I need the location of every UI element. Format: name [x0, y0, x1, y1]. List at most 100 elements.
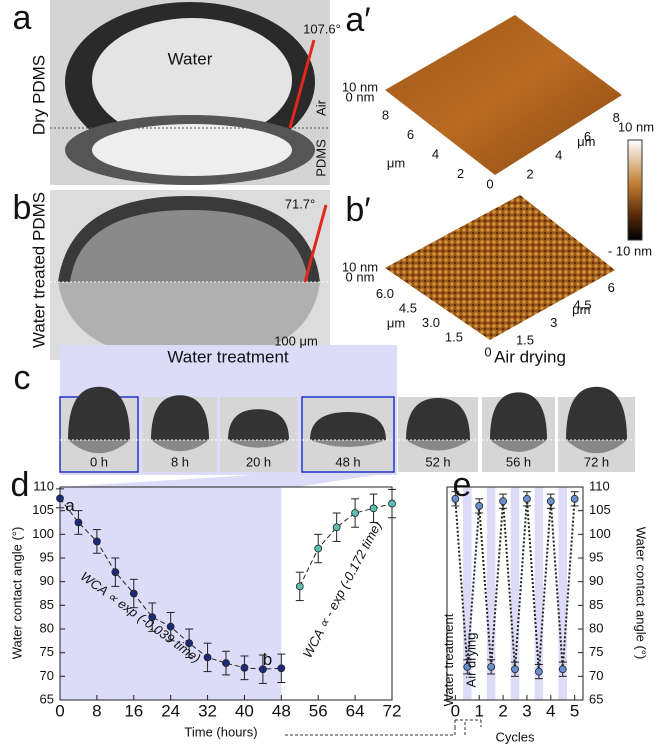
point	[92, 537, 101, 546]
droplet	[490, 392, 547, 440]
x-tick-label: 32	[198, 701, 217, 720]
point	[166, 622, 175, 631]
y-tick-label: 105	[32, 502, 54, 517]
x-tick-label: 1	[474, 701, 483, 720]
droplet	[406, 398, 470, 440]
point	[185, 639, 194, 648]
time-label: 48 h	[335, 454, 360, 469]
point	[475, 502, 484, 510]
treatment-shading	[462, 487, 472, 700]
fit-annotation: WCA ∝ - exp (-0.172 time)	[300, 519, 385, 661]
axis-unit: μm	[387, 315, 405, 330]
droplet	[310, 412, 386, 440]
point	[351, 509, 360, 517]
y-tick-label: 85	[589, 597, 603, 612]
point	[74, 518, 83, 527]
droplet-reflection	[566, 440, 627, 454]
afm-surface-a	[385, 15, 622, 175]
point	[258, 665, 267, 674]
point	[558, 665, 567, 674]
z-label: 0 nm	[346, 89, 375, 104]
y-tick-label: 75	[589, 644, 603, 659]
x-tick-label: 0	[451, 701, 460, 720]
y-tick-label: 100	[589, 526, 611, 541]
connector-line	[285, 719, 482, 736]
y-tick-label: 90	[40, 573, 54, 588]
point	[240, 663, 249, 672]
x-axis-label: Cycles	[495, 729, 535, 744]
x-tick-label: 4	[546, 701, 555, 720]
y-tick-label: 110	[33, 478, 54, 493]
label: Water treatment	[167, 347, 289, 366]
y-tick-label: 70	[589, 668, 603, 683]
panel-label: b	[13, 189, 32, 227]
time-label: 56 h	[506, 454, 531, 469]
plot-frame	[59, 486, 393, 701]
droplet	[151, 395, 209, 440]
point	[203, 653, 212, 662]
point	[511, 665, 519, 674]
time-label: 52 h	[425, 454, 450, 469]
x-tick-label: 16	[124, 701, 143, 720]
panel-label: d	[11, 466, 30, 504]
annotation: Water treatment	[441, 613, 456, 706]
droplet	[228, 409, 289, 440]
point	[314, 544, 323, 553]
afm-surface-b	[385, 195, 615, 340]
axis-tick-label: 3.0	[422, 315, 440, 330]
droplet-reflection	[490, 440, 547, 452]
droplet	[566, 386, 627, 440]
x-tick-label: 3	[522, 701, 531, 720]
panel-label: e	[453, 466, 472, 504]
point	[499, 497, 507, 506]
y-tick-label: 105	[589, 502, 611, 517]
point	[222, 659, 230, 667]
x-tick-label: 56	[309, 701, 328, 720]
label: Air	[313, 99, 328, 116]
point	[534, 667, 543, 676]
panel-label: a	[13, 0, 32, 37]
angle-label: 107.6°	[303, 21, 341, 36]
z-label: 10 nm	[342, 79, 378, 94]
axis-tick-label: 4	[555, 148, 562, 163]
x-tick-label: 64	[346, 701, 365, 720]
angle-label: 71.7°	[285, 196, 316, 211]
axis-tick-label: 1.5	[445, 329, 463, 344]
colorbar-label: - 10 nm	[608, 243, 652, 258]
y-tick-label: 85	[40, 597, 54, 612]
z-label: 0 nm	[346, 269, 375, 284]
axis-tick-label: 2	[526, 166, 533, 181]
y-tick-label: 65	[589, 691, 603, 706]
y-tick-label: 90	[589, 573, 603, 588]
point	[332, 523, 341, 532]
point	[451, 494, 460, 503]
point	[523, 494, 531, 503]
y-tick-label: 110	[589, 478, 610, 493]
time-label: 8 h	[171, 454, 189, 469]
point	[148, 613, 157, 622]
point	[388, 499, 396, 508]
panel-label: a′	[345, 1, 370, 39]
axis-tick-label: 1.5	[516, 332, 534, 347]
time-label: 20 h	[246, 454, 271, 469]
y-tick-label: 95	[40, 549, 54, 564]
droplet-reflection	[406, 440, 470, 451]
y-tick-label: 80	[40, 620, 54, 635]
axis-tick-label: 0	[484, 344, 491, 359]
x-axis-label: Time (hours)	[184, 724, 257, 739]
axis-tick-label: 0	[486, 176, 493, 191]
panel-label: c	[14, 359, 31, 397]
axis-unit: μm	[572, 302, 590, 317]
axis-tick-label: 6	[407, 127, 414, 142]
point	[487, 662, 496, 671]
connector	[60, 472, 394, 487]
annotation: Air drying	[464, 633, 479, 688]
sample-label: Water treated PDMS	[29, 192, 48, 348]
annotation: a	[65, 496, 75, 515]
time-label: 72 h	[584, 454, 609, 469]
scale-bar-label: 100 μm	[274, 333, 318, 348]
droplet-reflection	[151, 440, 209, 452]
axis-tick-label: 6	[608, 280, 615, 295]
axis-tick-label: 2	[457, 166, 464, 181]
